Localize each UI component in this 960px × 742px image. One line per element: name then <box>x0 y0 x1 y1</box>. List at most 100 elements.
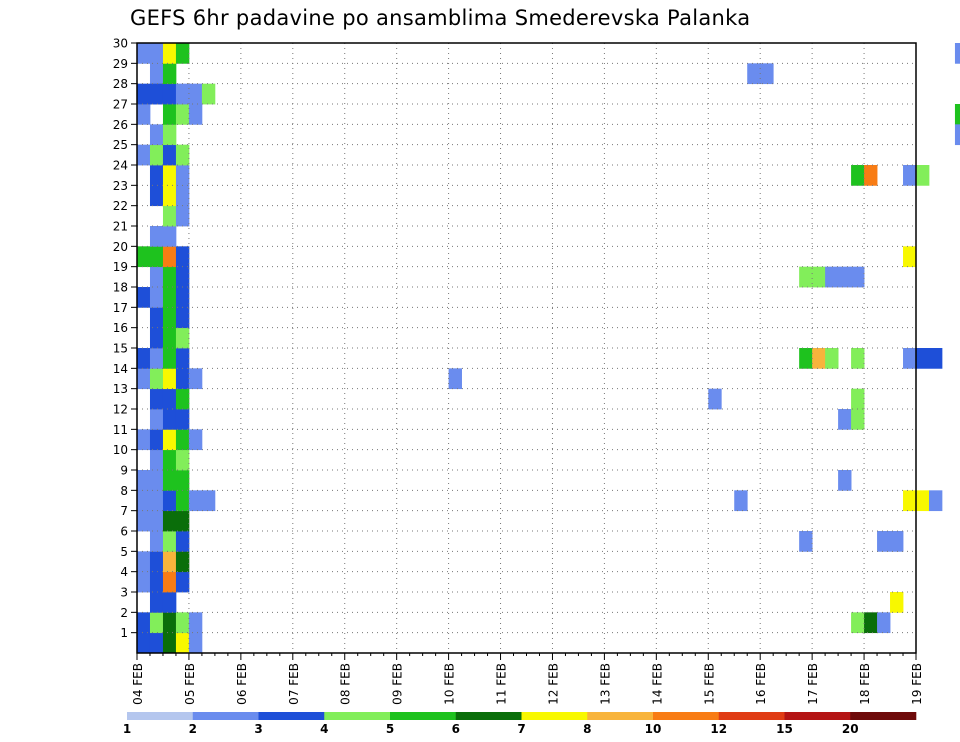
x-tick-label: 05 FEB <box>183 663 197 705</box>
cell <box>175 388 190 410</box>
x-tick-label: 16 FEB <box>754 663 768 705</box>
cell <box>149 348 164 369</box>
cell <box>162 632 177 654</box>
colorbar-label: 10 <box>645 722 662 736</box>
cell <box>201 83 216 105</box>
cell <box>162 104 177 125</box>
cell <box>175 551 190 573</box>
cell <box>175 571 190 593</box>
colorbar-label: 7 <box>517 722 525 736</box>
y-tick-label: 9 <box>120 464 128 478</box>
cell <box>825 348 839 369</box>
chart-title: GEFS 6hr padavine po ansamblima Smederev… <box>130 6 751 30</box>
colorbar-label: 12 <box>710 722 727 736</box>
cell <box>162 205 177 227</box>
cell <box>175 165 190 186</box>
cell <box>851 409 865 430</box>
y-tick-label: 15 <box>113 342 128 356</box>
cell <box>162 470 177 491</box>
colorbar-segment <box>127 712 194 720</box>
y-tick-label: 17 <box>113 301 128 315</box>
cell <box>175 490 190 512</box>
colorbar-label: 20 <box>842 722 859 736</box>
cell <box>799 348 813 369</box>
y-tick-label: 18 <box>113 281 128 295</box>
cell <box>175 287 190 308</box>
colorbar-segment <box>784 712 851 720</box>
cell <box>149 388 164 410</box>
cell <box>838 470 852 491</box>
cell <box>954 104 960 125</box>
cell <box>162 429 177 451</box>
cell <box>137 348 151 369</box>
cell <box>149 246 164 268</box>
x-tick-label: 09 FEB <box>391 663 405 705</box>
cell <box>812 348 826 369</box>
cell <box>137 429 151 451</box>
cell <box>162 490 177 512</box>
cell <box>149 368 164 390</box>
y-tick-label: 6 <box>120 525 128 539</box>
grid-layer <box>137 43 916 653</box>
cell <box>162 592 177 613</box>
y-tick-label: 30 <box>113 37 128 51</box>
cell <box>851 612 865 634</box>
cell <box>149 266 164 288</box>
x-tick-label: 07 FEB <box>287 663 301 705</box>
cell <box>149 144 164 166</box>
cell <box>149 165 164 186</box>
cell <box>851 165 865 186</box>
x-tick-label: 14 FEB <box>650 663 664 705</box>
cell <box>149 226 164 247</box>
cell <box>175 409 190 430</box>
colorbar-segment <box>521 712 588 720</box>
cell <box>137 246 151 268</box>
cell <box>903 246 917 268</box>
colorbar-label: 8 <box>583 722 591 736</box>
colorbar-label: 1 <box>123 722 131 736</box>
colorbar-segment <box>390 712 457 720</box>
cell <box>188 612 203 634</box>
cell <box>175 632 190 654</box>
cell <box>137 490 151 512</box>
cell <box>188 490 216 512</box>
cell <box>149 531 164 552</box>
cell <box>877 531 904 552</box>
y-tick-label: 25 <box>113 138 128 152</box>
cell <box>149 307 164 329</box>
y-tick-label: 7 <box>120 504 128 518</box>
cell <box>149 185 164 207</box>
y-tick-label: 10 <box>113 443 128 457</box>
y-tick-label: 11 <box>113 423 128 437</box>
y-tick-label: 23 <box>113 179 128 193</box>
cell <box>149 287 164 308</box>
cell <box>175 266 190 288</box>
cell <box>149 632 164 654</box>
cell <box>149 571 164 593</box>
y-tick-label: 16 <box>113 321 128 335</box>
cell <box>149 592 164 613</box>
cell <box>851 348 865 369</box>
x-tick-label: 15 FEB <box>702 663 716 705</box>
x-tick-label: 06 FEB <box>235 663 249 705</box>
x-tick-label: 04 FEB <box>131 663 145 705</box>
cell <box>162 185 177 207</box>
cell <box>734 490 748 512</box>
x-tick-label: 19 FEB <box>910 663 924 705</box>
colorbar-segment <box>587 712 654 720</box>
y-tick-label: 4 <box>120 565 128 579</box>
cell <box>149 429 164 451</box>
y-tick-label: 19 <box>113 260 128 274</box>
cell <box>175 368 190 390</box>
cell <box>162 327 177 349</box>
cell <box>162 571 177 593</box>
cell <box>162 226 177 247</box>
cell <box>149 63 164 85</box>
cell <box>188 429 203 451</box>
y-tick-label: 24 <box>113 159 128 173</box>
cell <box>175 612 190 634</box>
cell <box>954 124 960 146</box>
colorbar-label: 5 <box>386 722 394 736</box>
cell <box>916 348 943 369</box>
